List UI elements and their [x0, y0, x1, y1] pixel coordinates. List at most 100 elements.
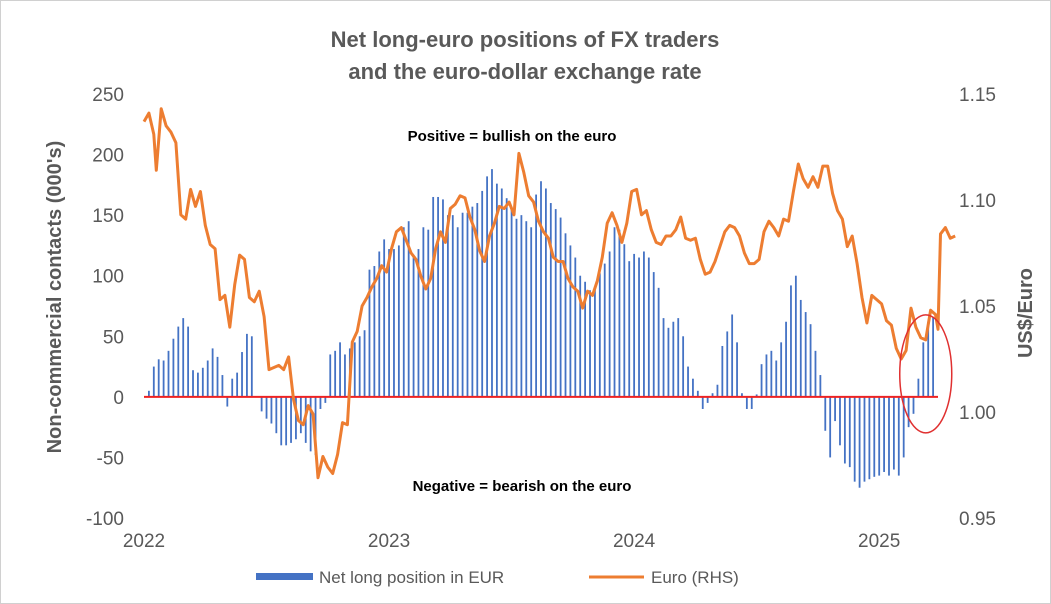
net-long-bar [790, 285, 792, 397]
net-long-bar [554, 209, 557, 397]
net-long-bar [442, 199, 444, 397]
net-long-bar [721, 345, 724, 397]
net-long-bar [290, 396, 292, 443]
net-long-bar [657, 287, 660, 397]
net-long-bar [309, 396, 312, 452]
x-tick-label: 2023 [368, 531, 410, 552]
net-long-bar [711, 393, 714, 397]
net-long-bar [192, 370, 194, 397]
net-long-bar [265, 396, 268, 419]
net-long-bar [569, 245, 572, 397]
net-long-bar [706, 396, 709, 403]
net-long-bar [177, 326, 180, 397]
net-long-bar [804, 312, 807, 397]
net-long-bar [412, 255, 415, 397]
net-long-bar [579, 275, 582, 397]
net-long-bar [216, 356, 219, 397]
chart-title: Net long-euro positions of FX traders an… [331, 27, 720, 84]
left-tick-label: 0 [113, 388, 124, 409]
net-long-bar [201, 367, 204, 397]
x-tick-label: 2024 [613, 531, 656, 552]
net-long-bar [687, 366, 689, 397]
net-long-bar [206, 360, 209, 397]
net-long-bar [540, 181, 542, 397]
net-long-bar [780, 342, 783, 397]
net-long-bar [696, 390, 699, 397]
net-long-bar [275, 396, 278, 434]
net-long-bar [819, 375, 822, 397]
net-long-bar [432, 196, 435, 397]
euro-rhs-line [142, 107, 956, 480]
net-long-bar [427, 229, 430, 397]
net-long-bar [623, 244, 626, 397]
net-long-bar [750, 396, 753, 409]
net-long-bar [594, 287, 596, 397]
net-long-bar [461, 212, 464, 397]
net-long-bar [863, 396, 866, 482]
net-long-bar [603, 263, 606, 397]
left-tick-label: 200 [92, 146, 124, 167]
net-long-bar [344, 354, 346, 397]
net-long-bar [510, 209, 513, 397]
net-long-bar [197, 372, 199, 397]
net-long-bar [422, 227, 425, 397]
net-long-bar [393, 249, 395, 397]
net-long-bar [314, 396, 317, 456]
net-long-bar [481, 190, 484, 397]
net-long-bar [608, 251, 611, 397]
net-long-bar [241, 352, 243, 397]
net-long-bar [187, 326, 190, 397]
net-long-bar [647, 257, 650, 397]
net-long-bar [383, 239, 386, 397]
net-long-bar [736, 342, 738, 397]
net-long-bar [868, 396, 871, 480]
net-long-bar [628, 261, 631, 397]
net-long-bar [397, 245, 400, 397]
net-long-bar [853, 396, 856, 482]
net-long-bar [888, 396, 890, 476]
net-long-bar [211, 348, 214, 397]
x-tick-label: 2025 [858, 531, 900, 552]
annotation-negative: Negative = bearish on the euro [413, 478, 632, 495]
right-tick-label: 1.15 [959, 85, 996, 106]
net-long-bar [236, 372, 239, 397]
net-long-bar [892, 396, 895, 470]
net-long-bar [446, 215, 449, 397]
net-long-bar [692, 378, 694, 397]
net-long-bar [407, 221, 410, 397]
net-long-bar [598, 273, 601, 397]
net-long-bar [476, 203, 479, 397]
right-tick-label: 1.05 [959, 297, 996, 318]
net-long-bar [613, 227, 616, 397]
net-long-bar [843, 396, 846, 464]
net-long-bar [373, 266, 376, 397]
net-long-bar [167, 350, 170, 397]
net-long-bar [495, 183, 498, 397]
net-long-bar [339, 342, 341, 397]
legend: Net long position in EUR Euro (RHS) [256, 568, 739, 587]
right-tick-label: 1.10 [959, 191, 996, 212]
net-long-bar [231, 378, 234, 397]
right-tick-label: 0.95 [959, 509, 996, 530]
net-long-bar [520, 215, 523, 397]
left-axis-title: Non-commercial contacts (000's) [44, 141, 66, 454]
net-long-bar [716, 384, 719, 397]
net-long-bar [456, 227, 459, 397]
net-long-bar [770, 350, 773, 397]
net-long-bar [250, 336, 253, 397]
net-long-bar [285, 396, 288, 446]
net-long-bar [878, 396, 881, 476]
net-long-bar [814, 350, 817, 397]
net-long-bar [643, 251, 645, 397]
net-long-bar [824, 396, 827, 431]
net-long-bar [682, 336, 685, 397]
net-long-bar [755, 394, 758, 397]
net-long-bar [574, 257, 577, 397]
net-long-bar [618, 229, 621, 397]
net-long-bar [765, 354, 768, 397]
net-long-bar [226, 396, 229, 407]
net-long-bar [549, 203, 552, 397]
right-tick-label: 1.00 [959, 403, 996, 424]
